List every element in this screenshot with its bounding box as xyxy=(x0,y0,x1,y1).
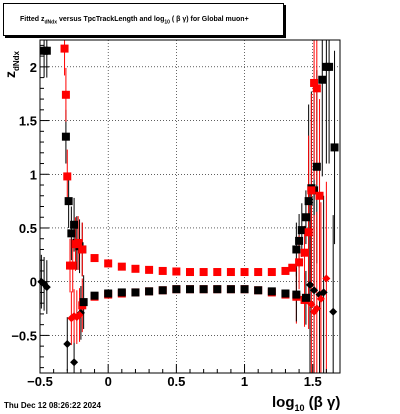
error-bars xyxy=(40,40,336,373)
data-point-diamond xyxy=(310,286,319,295)
data-point-square xyxy=(240,285,249,294)
data-point-square xyxy=(301,293,310,302)
data-point-diamond xyxy=(306,280,314,289)
data-point-diamond xyxy=(42,283,51,292)
data-point-diamond xyxy=(329,307,338,316)
data-point-square xyxy=(213,285,222,294)
data-point-square xyxy=(267,268,276,277)
x-tick-label: 1.5 xyxy=(304,374,322,389)
footer-timestamp: Thu Dec 12 08:26:22 2024 xyxy=(4,401,101,410)
data-point-square xyxy=(292,245,301,254)
data-point-square xyxy=(312,84,321,93)
data-point-square xyxy=(67,229,76,238)
data-point-square xyxy=(295,236,304,245)
data-point-square xyxy=(295,258,304,267)
data-point-square xyxy=(254,268,263,277)
data-point-square xyxy=(240,268,249,277)
data-point-square xyxy=(312,162,321,171)
data-point-square xyxy=(186,268,194,277)
tick-labels: −0.5 0 0.5 1 1.5 −0.5 0 0.5 1 1.5 2 xyxy=(11,60,321,389)
data-point-diamond xyxy=(70,358,79,367)
data-point-square xyxy=(213,268,222,277)
data-point-square xyxy=(104,259,113,268)
data-point-square xyxy=(117,288,126,297)
y-tick-label: 0 xyxy=(30,275,37,290)
data-point-square xyxy=(304,228,313,237)
x-tick-label: 0 xyxy=(105,374,112,389)
y-tick-label: 2 xyxy=(30,60,37,75)
data-point-square xyxy=(172,285,181,294)
data-point-square xyxy=(310,78,319,87)
data-point-square xyxy=(226,285,235,294)
data-point-diamond xyxy=(75,310,84,319)
data-point-square xyxy=(158,266,167,275)
data-point-square xyxy=(79,298,88,307)
y-tick-label: 0.5 xyxy=(19,221,37,236)
data-point-square xyxy=(300,248,309,257)
data-point-square xyxy=(226,268,235,277)
x-tick-label: 1 xyxy=(241,374,248,389)
data-point-square xyxy=(117,262,126,271)
data-point-square xyxy=(64,197,73,206)
data-point-diamond xyxy=(312,304,321,313)
data-point-square xyxy=(131,264,140,273)
data-point-square xyxy=(199,268,208,277)
data-point-diamond xyxy=(322,274,331,283)
data-point-square xyxy=(292,290,301,299)
data-point-square xyxy=(281,289,290,298)
data-point-diamond xyxy=(63,339,72,348)
data-point-square xyxy=(186,285,194,294)
data-point-square xyxy=(104,289,113,298)
data-point-square xyxy=(61,132,70,141)
data-point-square xyxy=(254,286,263,295)
data-point-square xyxy=(330,143,339,152)
data-point-square xyxy=(318,75,327,84)
chart-title: Fitted zdNdx versus TpcTrackLength and l… xyxy=(20,16,249,26)
data-point-square xyxy=(267,287,276,296)
y-tick-label: 1 xyxy=(30,167,37,182)
data-point-square xyxy=(301,213,310,222)
data-point-square xyxy=(325,62,334,71)
grid-lines xyxy=(39,40,340,373)
data-point-square xyxy=(281,266,290,275)
data-point-diamond xyxy=(307,300,316,309)
data-point-square xyxy=(172,267,181,276)
data-point-square xyxy=(63,172,72,181)
data-point-square xyxy=(158,286,167,295)
data-point-square xyxy=(90,291,99,300)
title-box: Fitted zdNdx versus TpcTrackLength and l… xyxy=(3,3,284,36)
x-tick-label: 0.5 xyxy=(167,374,185,389)
data-point-square xyxy=(145,287,154,296)
data-point-square xyxy=(131,288,140,297)
data-point-square xyxy=(307,186,316,195)
data-point-square xyxy=(145,265,154,274)
data-point-square xyxy=(199,285,208,294)
x-tick-label: −0.5 xyxy=(27,374,53,389)
data-point-square xyxy=(90,254,99,263)
axis-ticks xyxy=(39,44,341,373)
data-point-square xyxy=(70,220,79,229)
y-axis-label: zdNdx xyxy=(2,51,21,78)
data-point-square xyxy=(68,261,77,270)
data-point-square xyxy=(297,226,306,235)
y-tick-label: −0.5 xyxy=(11,328,37,343)
data-point-square xyxy=(74,239,83,248)
data-point-square xyxy=(315,191,324,200)
y-tick-label: 1.5 xyxy=(19,114,37,129)
data-point-square xyxy=(304,197,313,206)
data-point-square xyxy=(78,245,87,254)
data-markers xyxy=(37,44,339,367)
data-point-square xyxy=(61,90,70,99)
data-point-square xyxy=(60,44,69,53)
x-axis-label: log10 (β γ) xyxy=(272,394,341,413)
data-point-square xyxy=(42,46,51,55)
data-point-diamond xyxy=(319,288,328,297)
data-point-square xyxy=(288,263,297,272)
plot-frame xyxy=(39,39,341,374)
data-point-diamond xyxy=(316,294,325,303)
